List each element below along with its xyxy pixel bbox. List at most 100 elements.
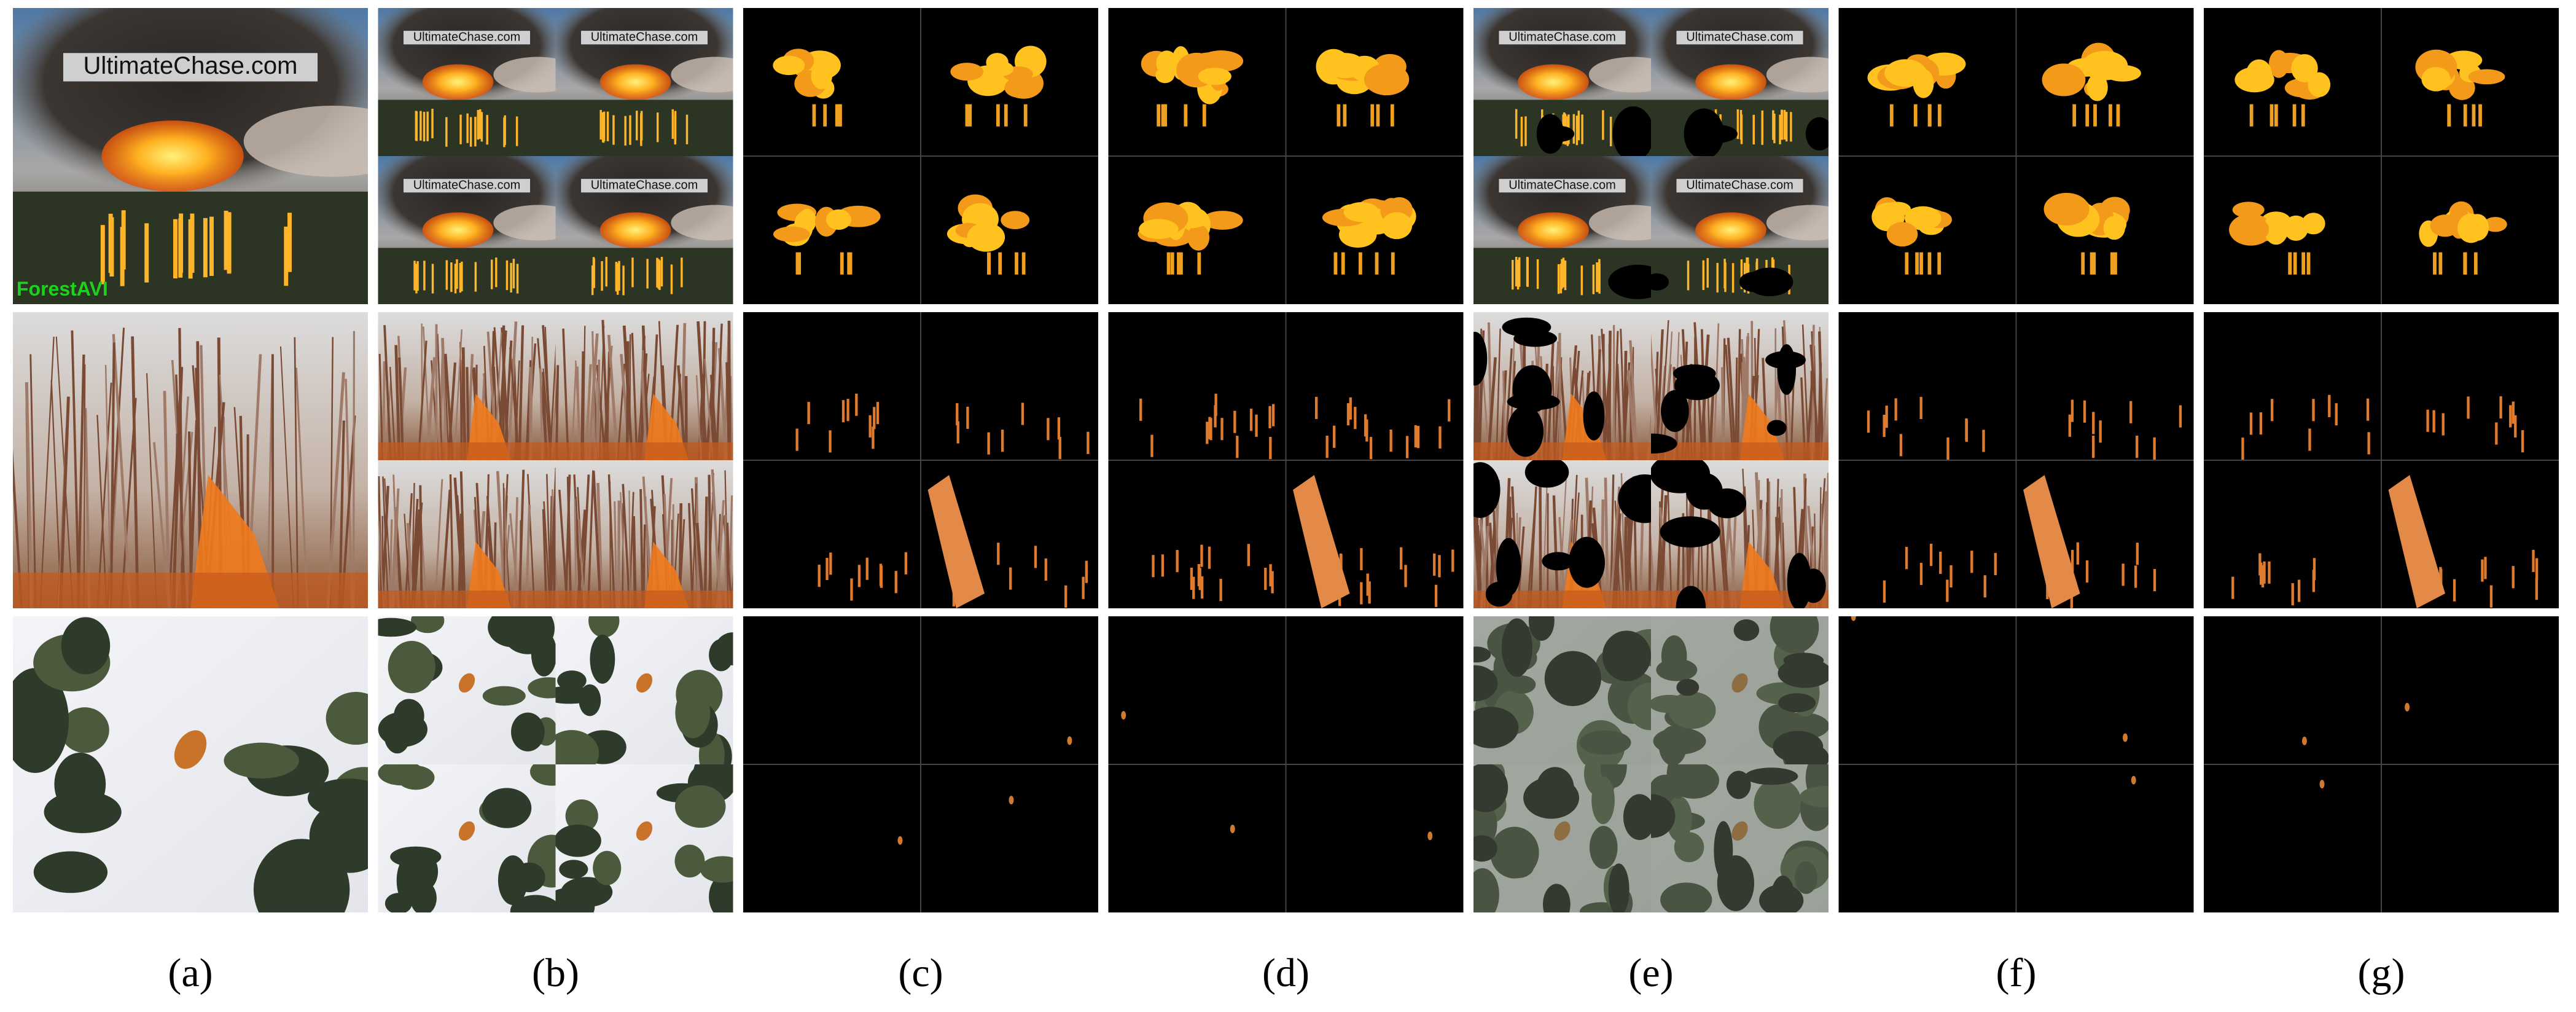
- fire: [636, 673, 653, 693]
- reed: [39, 337, 55, 608]
- fire-region: [825, 209, 852, 230]
- fire-region: [1044, 558, 1047, 581]
- fire-region: [2023, 475, 2080, 608]
- fire-region: [2090, 252, 2094, 275]
- fire-region: [897, 836, 903, 845]
- flame: [622, 265, 625, 296]
- flame: [1536, 259, 1539, 289]
- flame: [1572, 114, 1575, 144]
- reed: [29, 354, 37, 608]
- fire-region: [2512, 566, 2515, 589]
- reed: [730, 571, 733, 608]
- fire-region: [855, 393, 858, 416]
- fire-region: [2468, 69, 2505, 85]
- tree: [384, 893, 412, 912]
- fire-region: [1399, 547, 1403, 570]
- fire-region: [996, 104, 1000, 127]
- masked-out: [1612, 106, 1651, 156]
- ground-fire: [13, 573, 368, 608]
- reed: [575, 496, 582, 608]
- fire-region: [1370, 104, 1375, 127]
- fire-region: [2421, 67, 2451, 92]
- reed: [1604, 477, 1609, 608]
- fire-region: [1851, 616, 1856, 621]
- reed: [109, 342, 115, 608]
- fire-region: [1150, 434, 1153, 457]
- flame: [179, 213, 184, 273]
- reed: [392, 474, 400, 608]
- fire-region: [2366, 398, 2370, 421]
- tree: [378, 712, 427, 747]
- panel: [1473, 616, 1829, 912]
- reed: [596, 482, 604, 608]
- panel: [2204, 312, 2559, 608]
- fire-region: [829, 430, 832, 453]
- fire-region: [1157, 104, 1161, 127]
- panel: [1838, 312, 2194, 608]
- tree: [557, 670, 587, 691]
- reed: [394, 345, 401, 460]
- fire-region: [1994, 552, 1997, 576]
- fire-region: [2249, 104, 2254, 127]
- flame: [1772, 110, 1774, 140]
- flame: [227, 214, 232, 274]
- fire-region: [1414, 425, 1417, 448]
- fire-region: [2083, 400, 2086, 423]
- fire-region: [2103, 216, 2125, 240]
- flame: [681, 257, 683, 288]
- fire-region: [2467, 396, 2470, 419]
- sub-frame: [1473, 616, 1651, 764]
- fire-region: [807, 402, 810, 425]
- reed: [518, 469, 525, 608]
- reed: [83, 364, 86, 608]
- fire-region: [1139, 398, 1142, 421]
- fire-region: [2068, 414, 2071, 437]
- masked-out: [1512, 365, 1552, 413]
- fire-region: [2535, 578, 2539, 600]
- reed: [708, 474, 712, 608]
- flame: [173, 219, 178, 279]
- fire-region: [2042, 63, 2086, 96]
- fire-region: [1982, 430, 1985, 452]
- fire-region: [1190, 567, 1193, 590]
- fire-region: [773, 226, 810, 242]
- fire-region: [2071, 549, 2074, 573]
- reed: [716, 328, 722, 460]
- reed: [620, 492, 627, 608]
- fire-region: [2259, 412, 2263, 435]
- reed: [279, 346, 294, 608]
- reed: [453, 329, 463, 460]
- reed: [112, 334, 132, 608]
- tree: [403, 850, 439, 893]
- flame: [445, 260, 448, 290]
- fire: [458, 673, 475, 693]
- flame: [454, 264, 457, 294]
- fire-region: [2292, 104, 2297, 127]
- sub-frame: [1651, 312, 1829, 460]
- flame: [670, 264, 673, 294]
- reed: [550, 391, 556, 460]
- fire-region: [841, 400, 845, 423]
- flame: [505, 260, 509, 291]
- reed: [537, 338, 548, 460]
- fire-region: [1927, 104, 1932, 127]
- reed: [1817, 331, 1824, 460]
- flame: [1575, 116, 1579, 146]
- reed: [1496, 328, 1501, 460]
- fire-region: [968, 104, 972, 127]
- fire-region: [868, 415, 872, 437]
- flame: [1512, 260, 1514, 290]
- watermark: UltimateChase.com: [1509, 30, 1616, 44]
- flame: [1518, 257, 1521, 287]
- fire-region: [2076, 542, 2079, 565]
- fire-region: [1170, 252, 1174, 275]
- flame: [450, 262, 453, 292]
- flame: [479, 109, 482, 139]
- flame: [466, 113, 469, 143]
- fire-region: [997, 543, 1000, 565]
- fire-region: [1004, 104, 1008, 127]
- reed: [1529, 486, 1537, 608]
- fire-region: [2263, 213, 2289, 245]
- reed: [639, 488, 644, 608]
- flame: [592, 257, 595, 287]
